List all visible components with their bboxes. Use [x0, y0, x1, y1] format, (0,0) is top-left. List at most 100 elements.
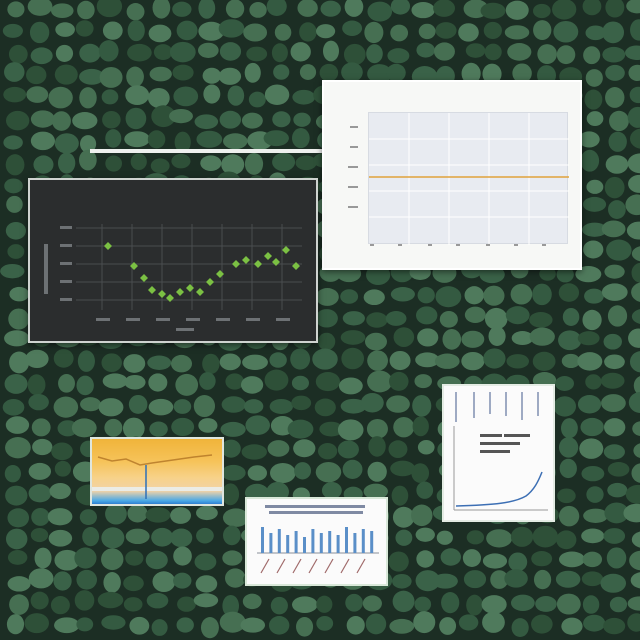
pebble: [31, 418, 51, 437]
orange-panel-stripe: [92, 487, 222, 491]
pebble: [222, 550, 243, 566]
pebble: [176, 20, 198, 41]
pebble: [105, 129, 122, 148]
pebble: [604, 264, 625, 279]
pebble: [219, 110, 242, 129]
bar: [336, 535, 340, 553]
pebble: [539, 266, 556, 281]
scatter-marker: [166, 294, 174, 302]
pebble: [173, 546, 192, 566]
pebble: [584, 288, 604, 304]
pebble: [97, 591, 124, 609]
pebble: [322, 40, 340, 62]
pebble: [366, 44, 383, 64]
x-label-mark: [276, 558, 286, 574]
pebble: [511, 331, 534, 346]
x-tick: [96, 318, 110, 321]
pebble: [200, 155, 222, 171]
pebble: [433, 42, 455, 61]
y-tick: [348, 166, 358, 168]
pebble: [218, 19, 245, 38]
pebble: [582, 0, 602, 16]
pebble: [175, 373, 199, 396]
light-chart-plot: [368, 112, 569, 245]
x-tick: [186, 318, 200, 321]
pebble: [465, 43, 486, 58]
scatter-marker: [196, 288, 204, 296]
pebble: [341, 62, 363, 82]
pebble: [346, 616, 365, 635]
pebble: [241, 112, 263, 129]
pebble: [176, 617, 194, 633]
x-tick: [514, 244, 518, 246]
pebble: [223, 133, 248, 150]
pebble: [342, 311, 365, 326]
pebble: [367, 64, 393, 84]
pebble: [5, 416, 30, 434]
pebble: [483, 285, 505, 306]
pebble: [533, 569, 552, 590]
pebble: [607, 462, 630, 477]
pebble: [170, 528, 193, 548]
pebble: [630, 19, 640, 41]
pebble: [483, 348, 506, 369]
x-label-mark: [260, 558, 270, 574]
x-tick: [216, 318, 230, 321]
scatter-marker: [206, 278, 214, 286]
pebble: [147, 87, 170, 108]
bar: [370, 531, 374, 553]
pebble: [49, 482, 71, 500]
pebble: [151, 527, 174, 547]
pebble: [434, 353, 460, 369]
pebble: [603, 617, 626, 635]
pebble: [532, 3, 551, 19]
x-tick: [156, 318, 170, 321]
pebble: [196, 505, 218, 521]
pebble: [96, 0, 123, 18]
x-tick: [486, 244, 490, 246]
dark-chart-axis-marks: [44, 226, 290, 331]
pebble: [510, 526, 534, 547]
pebble: [601, 220, 626, 238]
pebble: [415, 527, 435, 542]
pebble: [632, 421, 640, 436]
pebble: [125, 85, 150, 106]
bar-chart-bars: [261, 527, 374, 553]
pebble: [153, 44, 173, 61]
pebble: [340, 289, 359, 304]
pebble: [195, 575, 218, 593]
pebble: [417, 328, 439, 347]
scatter-marker: [148, 286, 156, 294]
pebble: [505, 0, 529, 20]
bar: [294, 531, 298, 553]
bar: [303, 537, 306, 553]
bar-chart-svg: [257, 505, 379, 574]
pebble: [585, 374, 602, 390]
pebble: [466, 530, 485, 545]
pebble: [54, 133, 79, 154]
pebble: [287, 419, 314, 439]
pebble: [558, 283, 580, 302]
pebble: [578, 131, 600, 148]
pebble: [366, 312, 388, 328]
pebble: [608, 131, 627, 152]
pebble: [627, 613, 640, 632]
pebble: [26, 86, 49, 103]
pebble: [433, 0, 455, 17]
pebble: [27, 0, 53, 16]
pebble: [266, 481, 289, 502]
pebble: [242, 354, 268, 371]
pebble: [575, 265, 602, 283]
pebble: [623, 503, 640, 523]
pebble: [364, 21, 384, 44]
x-tick: [456, 244, 460, 246]
pebble: [5, 221, 27, 240]
pebble: [392, 590, 415, 613]
pebble: [145, 550, 168, 570]
pebble: [3, 135, 23, 150]
x-label-mark: [340, 558, 350, 574]
pebble: [411, 2, 435, 19]
pebble: [7, 508, 30, 528]
pebble: [602, 21, 625, 44]
pebble: [291, 128, 310, 149]
